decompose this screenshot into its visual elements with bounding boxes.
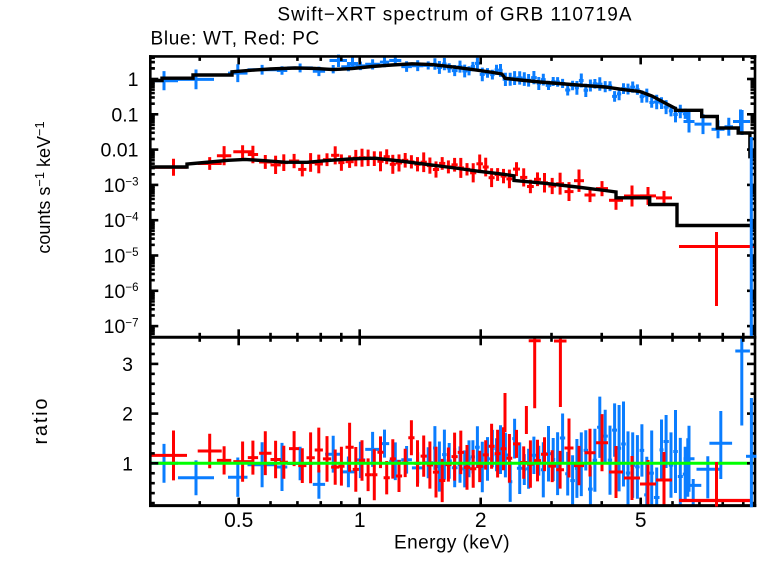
- svg-text:2: 2: [475, 509, 487, 532]
- svg-text:Energy (keV): Energy (keV): [394, 533, 510, 554]
- svg-text:1: 1: [122, 453, 133, 475]
- svg-text:0.5: 0.5: [224, 509, 253, 532]
- svg-text:5: 5: [635, 509, 647, 532]
- svg-text:1: 1: [354, 509, 366, 532]
- svg-text:Blue: WT, Red: PC: Blue: WT, Red: PC: [151, 29, 320, 50]
- svg-text:ratio: ratio: [30, 397, 52, 445]
- svg-text:Swift−XRT spectrum of GRB 1107: Swift−XRT spectrum of GRB 110719A: [277, 4, 632, 25]
- svg-text:0.01: 0.01: [101, 140, 139, 162]
- svg-text:10−3: 10−3: [104, 175, 139, 197]
- svg-text:3: 3: [122, 354, 133, 376]
- svg-text:1: 1: [128, 69, 139, 91]
- svg-text:2: 2: [122, 404, 133, 426]
- svg-text:0.1: 0.1: [111, 104, 138, 126]
- svg-text:counts s−1 keV−1: counts s−1 keV−1: [32, 121, 54, 253]
